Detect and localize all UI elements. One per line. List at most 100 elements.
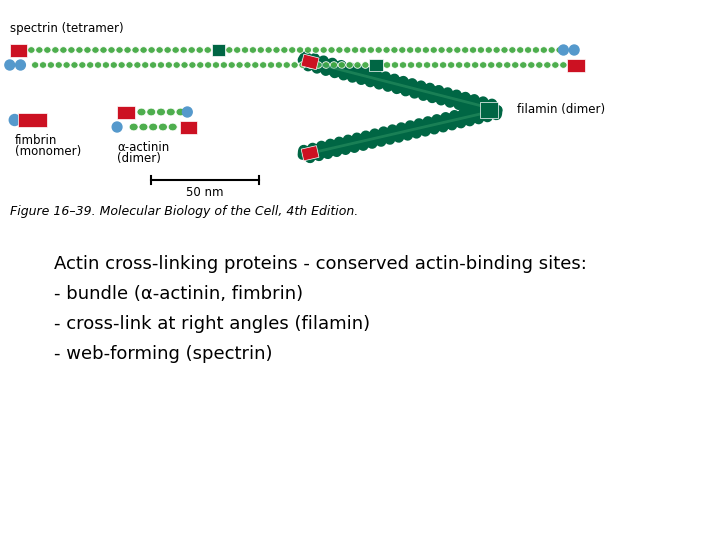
Ellipse shape: [228, 62, 235, 68]
Ellipse shape: [124, 46, 131, 53]
Ellipse shape: [158, 62, 165, 68]
Ellipse shape: [76, 46, 83, 53]
Ellipse shape: [501, 46, 508, 53]
Ellipse shape: [283, 62, 290, 68]
Ellipse shape: [165, 62, 172, 68]
Ellipse shape: [156, 108, 166, 116]
Ellipse shape: [168, 123, 177, 131]
Ellipse shape: [55, 62, 63, 68]
Text: Figure 16–39. Molecular Biology of the Cell, 4th Edition.: Figure 16–39. Molecular Biology of the C…: [10, 205, 358, 218]
Text: 50 nm: 50 nm: [186, 186, 224, 199]
Ellipse shape: [241, 46, 248, 53]
Text: - bundle (α-actinin, fimbrin): - bundle (α-actinin, fimbrin): [54, 285, 303, 303]
Ellipse shape: [375, 46, 382, 53]
Text: (dimer): (dimer): [117, 152, 161, 165]
Circle shape: [182, 107, 192, 117]
Ellipse shape: [407, 46, 414, 53]
Ellipse shape: [462, 46, 469, 53]
Ellipse shape: [158, 123, 168, 131]
Text: spectrin (tetramer): spectrin (tetramer): [10, 22, 123, 35]
Circle shape: [16, 60, 25, 70]
Ellipse shape: [343, 46, 351, 53]
Ellipse shape: [552, 62, 559, 68]
Ellipse shape: [532, 46, 539, 53]
Circle shape: [9, 114, 20, 125]
Text: filamin (dimer): filamin (dimer): [517, 104, 606, 117]
Ellipse shape: [536, 62, 543, 68]
Ellipse shape: [330, 62, 338, 68]
Ellipse shape: [150, 62, 157, 68]
FancyBboxPatch shape: [10, 44, 27, 57]
Ellipse shape: [225, 46, 233, 53]
FancyBboxPatch shape: [369, 59, 383, 71]
Ellipse shape: [142, 62, 149, 68]
Ellipse shape: [548, 46, 555, 53]
Ellipse shape: [204, 62, 212, 68]
Ellipse shape: [180, 46, 187, 53]
Ellipse shape: [408, 62, 415, 68]
Ellipse shape: [164, 46, 171, 53]
Ellipse shape: [275, 62, 282, 68]
Ellipse shape: [469, 46, 477, 53]
Text: fimbrin: fimbrin: [14, 134, 57, 147]
Ellipse shape: [415, 46, 422, 53]
Ellipse shape: [495, 62, 503, 68]
Ellipse shape: [477, 46, 485, 53]
FancyBboxPatch shape: [212, 44, 225, 56]
Ellipse shape: [493, 46, 500, 53]
Ellipse shape: [32, 62, 39, 68]
Ellipse shape: [91, 46, 99, 53]
Ellipse shape: [197, 62, 204, 68]
Ellipse shape: [118, 62, 125, 68]
Ellipse shape: [383, 62, 391, 68]
Ellipse shape: [48, 62, 55, 68]
Ellipse shape: [252, 62, 259, 68]
Ellipse shape: [181, 62, 188, 68]
Ellipse shape: [520, 62, 527, 68]
Ellipse shape: [86, 62, 94, 68]
Ellipse shape: [485, 46, 492, 53]
FancyBboxPatch shape: [567, 58, 585, 71]
Ellipse shape: [399, 46, 406, 53]
Ellipse shape: [212, 62, 220, 68]
Ellipse shape: [503, 62, 511, 68]
Ellipse shape: [367, 46, 374, 53]
Ellipse shape: [166, 108, 175, 116]
Ellipse shape: [126, 62, 133, 68]
Ellipse shape: [559, 62, 567, 68]
Ellipse shape: [257, 46, 264, 53]
Ellipse shape: [188, 46, 195, 53]
Ellipse shape: [36, 46, 43, 53]
Ellipse shape: [323, 62, 330, 68]
Ellipse shape: [315, 62, 322, 68]
Ellipse shape: [149, 123, 158, 131]
Ellipse shape: [472, 62, 479, 68]
Ellipse shape: [454, 46, 461, 53]
Ellipse shape: [84, 46, 91, 53]
Text: α-actinin: α-actinin: [117, 141, 169, 154]
Ellipse shape: [291, 62, 298, 68]
Ellipse shape: [108, 46, 115, 53]
Ellipse shape: [63, 62, 71, 68]
Ellipse shape: [361, 62, 369, 68]
Ellipse shape: [94, 62, 102, 68]
Ellipse shape: [110, 62, 117, 68]
Ellipse shape: [312, 46, 320, 53]
Ellipse shape: [236, 62, 243, 68]
Ellipse shape: [27, 46, 35, 53]
Ellipse shape: [267, 62, 274, 68]
Ellipse shape: [517, 46, 524, 53]
Ellipse shape: [71, 62, 78, 68]
Ellipse shape: [102, 62, 109, 68]
Ellipse shape: [438, 46, 445, 53]
Ellipse shape: [464, 62, 471, 68]
Ellipse shape: [391, 46, 398, 53]
Ellipse shape: [281, 46, 288, 53]
Ellipse shape: [220, 62, 228, 68]
Ellipse shape: [44, 46, 51, 53]
Ellipse shape: [556, 46, 563, 53]
FancyBboxPatch shape: [117, 106, 135, 119]
Ellipse shape: [346, 62, 354, 68]
Ellipse shape: [140, 46, 148, 53]
Ellipse shape: [351, 46, 359, 53]
